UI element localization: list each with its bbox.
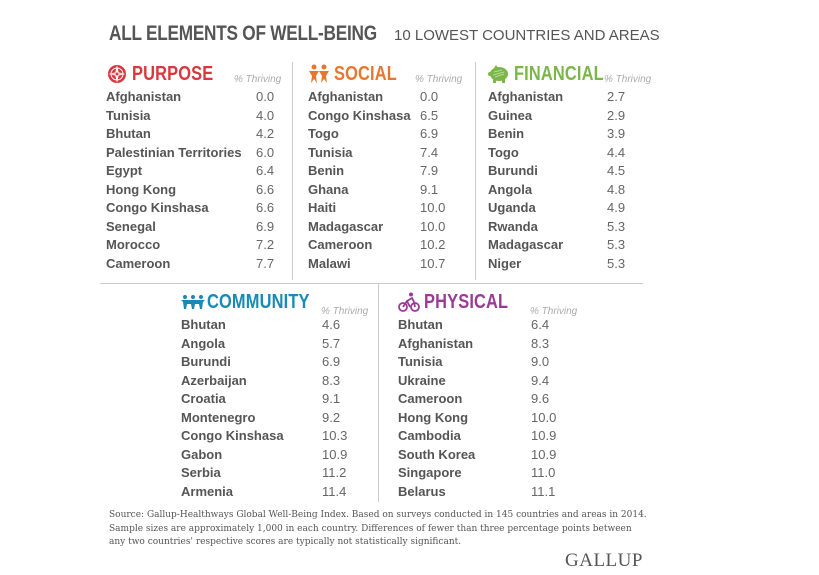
list-item: Bhutan 6.4 — [398, 317, 550, 332]
list-item: Bhutan 4.6 — [181, 317, 341, 332]
list-item: Ukraine 9.4 — [398, 372, 550, 388]
people-holding-hearts-icon — [309, 64, 329, 83]
list-item: Tunisia 9.0 — [398, 354, 550, 369]
list-item: Afghanistan 0.0 — [106, 89, 275, 104]
cyclist-icon — [398, 292, 420, 312]
list-item: Afghanistan 2.7 — [488, 89, 626, 104]
list-item: Ghana 9.1 — [308, 181, 439, 197]
list-item: Hong Kong 10.0 — [398, 409, 557, 425]
thriving-label: % Thriving — [530, 306, 578, 317]
financial-list: Afghanistan 2.7 Guinea 2.9 Benin 3.9 Togo 4.… — [488, 89, 658, 274]
list-item: Bhutan 4.2 — [106, 126, 275, 141]
panel-header: FINANCIAL % Thriving — [488, 63, 658, 89]
compass-icon — [108, 65, 126, 83]
divider-purpose-social — [292, 62, 293, 280]
list-item: Hong Kong 6.6 — [106, 181, 275, 197]
list-item: Cameroon 7.7 — [106, 255, 275, 271]
list-item: Angola 4.8 — [488, 181, 626, 197]
panel-title: PURPOSE — [132, 63, 214, 85]
physical-list: Bhutan 6.4 Afghanistan 8.3 Tunisia 9.0 Ukra… — [398, 317, 588, 502]
list-item: South Korea 10.9 — [398, 446, 557, 462]
social-list: Afghanistan 0.0 Congo Kinshasa 6.5 Togo 6.9… — [308, 89, 473, 274]
divider-community-physical — [378, 284, 379, 502]
list-item: Armenia 11.4 — [181, 483, 347, 499]
list-item: Benin 3.9 — [488, 126, 626, 141]
panel-title: FINANCIAL — [514, 63, 604, 85]
list-item: Azerbaijan 8.3 — [181, 372, 341, 388]
list-item: Palestinian Territories 6.0 — [106, 144, 275, 160]
list-item: Afghanistan 0.0 — [308, 89, 439, 104]
list-item: Tunisia 4.0 — [106, 107, 275, 123]
page-title: ALL ELEMENTS OF WELL-BEING 10 LOWEST COU… — [109, 22, 660, 46]
list-item: Uganda 4.9 — [488, 200, 626, 215]
panel-header: COMMUNITY % Thriving — [181, 291, 376, 317]
list-item: Burundi 6.9 — [181, 354, 341, 369]
panel-physical: PHYSICAL % Thriving Bhutan 6.4 Afghanista… — [398, 291, 588, 502]
purpose-list: Afghanistan 0.0 Tunisia 4.0 Bhutan 4.2 Pale… — [106, 89, 286, 274]
list-item: Cameroon 10.2 — [308, 237, 446, 252]
community-list: Bhutan 4.6 Angola 5.7 Burundi 6.9 Azerbaija… — [181, 317, 376, 502]
list-item: Congo Kinshasa 6.6 — [106, 200, 275, 215]
thriving-label: % Thriving — [415, 74, 463, 85]
list-item: Cameroon 9.6 — [398, 391, 550, 406]
list-item: Morocco 7.2 — [106, 237, 275, 252]
list-item: Madagascar 10.0 — [308, 218, 446, 234]
gallup-logo: GALLUP — [565, 550, 643, 571]
list-item: Cambodia 10.9 — [398, 428, 557, 443]
piggy-bank-icon — [488, 65, 508, 83]
panel-financial: FINANCIAL % Thriving Afghanistan 2.7 Guin… — [488, 63, 658, 274]
list-item: Egypt 6.4 — [106, 163, 275, 178]
panel-header: PURPOSE % Thriving — [106, 63, 286, 89]
list-item: Togo 6.9 — [308, 126, 439, 141]
list-item: Burundi 4.5 — [488, 163, 626, 178]
three-people-icon — [181, 295, 205, 309]
list-item: Madagascar 5.3 — [488, 237, 626, 252]
list-item: Gabon 10.9 — [181, 446, 348, 462]
list-item: Senegal 6.9 — [106, 218, 275, 234]
list-item: Singapore 11.0 — [398, 465, 556, 480]
thriving-label: % Thriving — [234, 74, 282, 85]
panel-header: SOCIAL % Thriving — [308, 63, 473, 89]
panel-purpose: PURPOSE % Thriving Afghanistan 0.0 Tunisi… — [106, 63, 286, 274]
list-item: Togo 4.4 — [488, 144, 626, 160]
list-item: Montenegro 9.2 — [181, 409, 341, 425]
list-item: Benin 7.9 — [308, 163, 439, 178]
list-item: Haiti 10.0 — [308, 200, 446, 215]
list-item: Tunisia 7.4 — [308, 144, 439, 160]
list-item: Congo Kinshasa 10.3 — [181, 428, 348, 443]
list-item: Croatia 9.1 — [181, 391, 341, 406]
list-item: Serbia 11.2 — [181, 465, 347, 480]
panel-title: PHYSICAL — [424, 291, 509, 313]
panel-social: SOCIAL % Thriving Afghanistan 0.0 Congo K… — [308, 63, 473, 274]
list-item: Belarus 11.1 — [398, 483, 556, 499]
thriving-label: % Thriving — [321, 306, 369, 317]
list-item: Niger 5.3 — [488, 255, 626, 271]
divider-social-financial — [475, 62, 476, 280]
panel-title: SOCIAL — [334, 63, 397, 85]
list-item: Angola 5.7 — [181, 335, 341, 351]
thriving-label: % Thriving — [604, 74, 652, 85]
list-item: Congo Kinshasa 6.5 — [308, 107, 439, 123]
list-item: Rwanda 5.3 — [488, 218, 626, 234]
list-item: Guinea 2.9 — [488, 107, 626, 123]
panel-title: COMMUNITY — [207, 291, 310, 313]
panel-header: PHYSICAL % Thriving — [398, 291, 588, 317]
title-subtitle: 10 LOWEST COUNTRIES AND AREAS — [394, 27, 660, 44]
panel-community: COMMUNITY % Thriving Bhutan 4.6 Angola 5.7… — [181, 291, 376, 502]
source-note: Source: Gallup-Healthways Global Well-Be… — [109, 510, 647, 547]
list-item: Malawi 10.7 — [308, 255, 446, 271]
divider-horizontal — [100, 283, 643, 284]
list-item: Afghanistan 8.3 — [398, 335, 550, 351]
title-main: ALL ELEMENTS OF WELL-BEING — [109, 22, 377, 45]
